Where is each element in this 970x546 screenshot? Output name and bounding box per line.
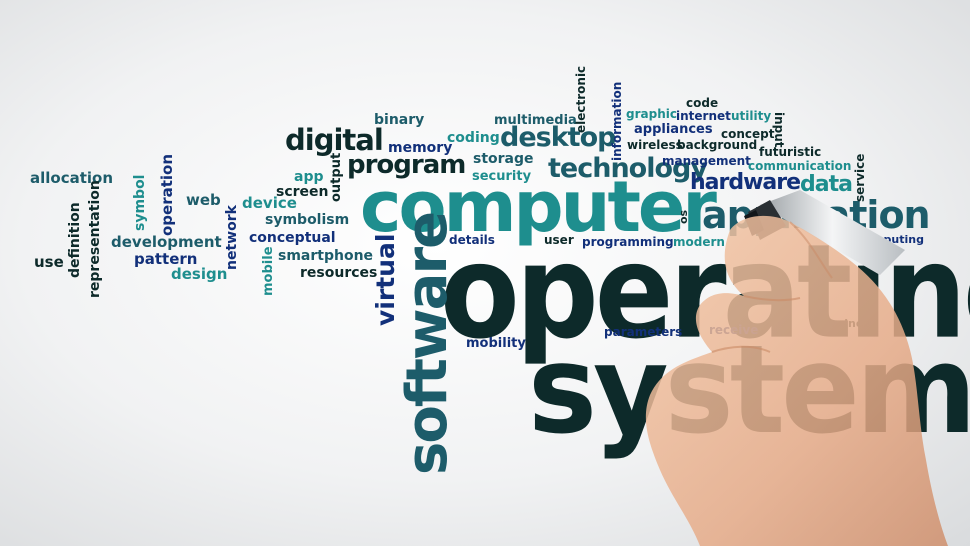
word-app: app [294,169,324,185]
word-coding: coding [447,130,500,146]
word-utility: utility [731,109,772,123]
word-pattern: pattern [134,250,198,268]
word-graphic: graphic [626,107,677,121]
word-screen: screen [276,184,329,200]
word-concept: concept [721,127,775,141]
word-digital: digital [285,123,384,157]
word-memory: memory [388,140,453,156]
word-conceptual: conceptual [249,230,336,246]
word-computer: computer [360,166,717,248]
word-symbolism: symbolism [265,212,350,228]
word-storage: storage [473,151,534,167]
word-development: development [111,233,222,251]
word-appliances: appliances [634,122,713,137]
word-use: use [34,253,64,271]
word-wireless: wireless [627,138,683,152]
word-details: details [449,233,495,247]
word-parameters: parameters [604,325,683,339]
word-background: background [677,138,758,152]
word-multimedia: multimedia [494,113,577,128]
word-web: web [186,191,221,209]
word-smartphone: smartphone [278,248,374,264]
hand [645,215,948,546]
word-futuristic: futuristic [759,145,822,159]
word-desktop: desktop [500,122,616,153]
word-communication: communication [748,159,852,173]
word-internet: internet [676,109,731,123]
word-user: user [544,233,574,247]
word-technology: technology [548,153,708,184]
word-device: device [242,194,297,212]
word-modern: modern [673,235,725,249]
word-allocation: allocation [30,169,114,187]
word-security: security [472,169,532,184]
word-mobility: mobility [466,336,526,351]
word-hardware: hardware [690,170,801,195]
word-data: data [800,172,853,197]
word-programming: programming [582,235,674,249]
word-management: management [662,154,751,168]
word-code: code [686,96,719,110]
word-computing: computing [858,233,924,246]
word-design: design [171,265,228,283]
word-binary: binary [374,112,425,128]
word-program: program [347,150,466,180]
word-resources: resources [300,265,378,281]
